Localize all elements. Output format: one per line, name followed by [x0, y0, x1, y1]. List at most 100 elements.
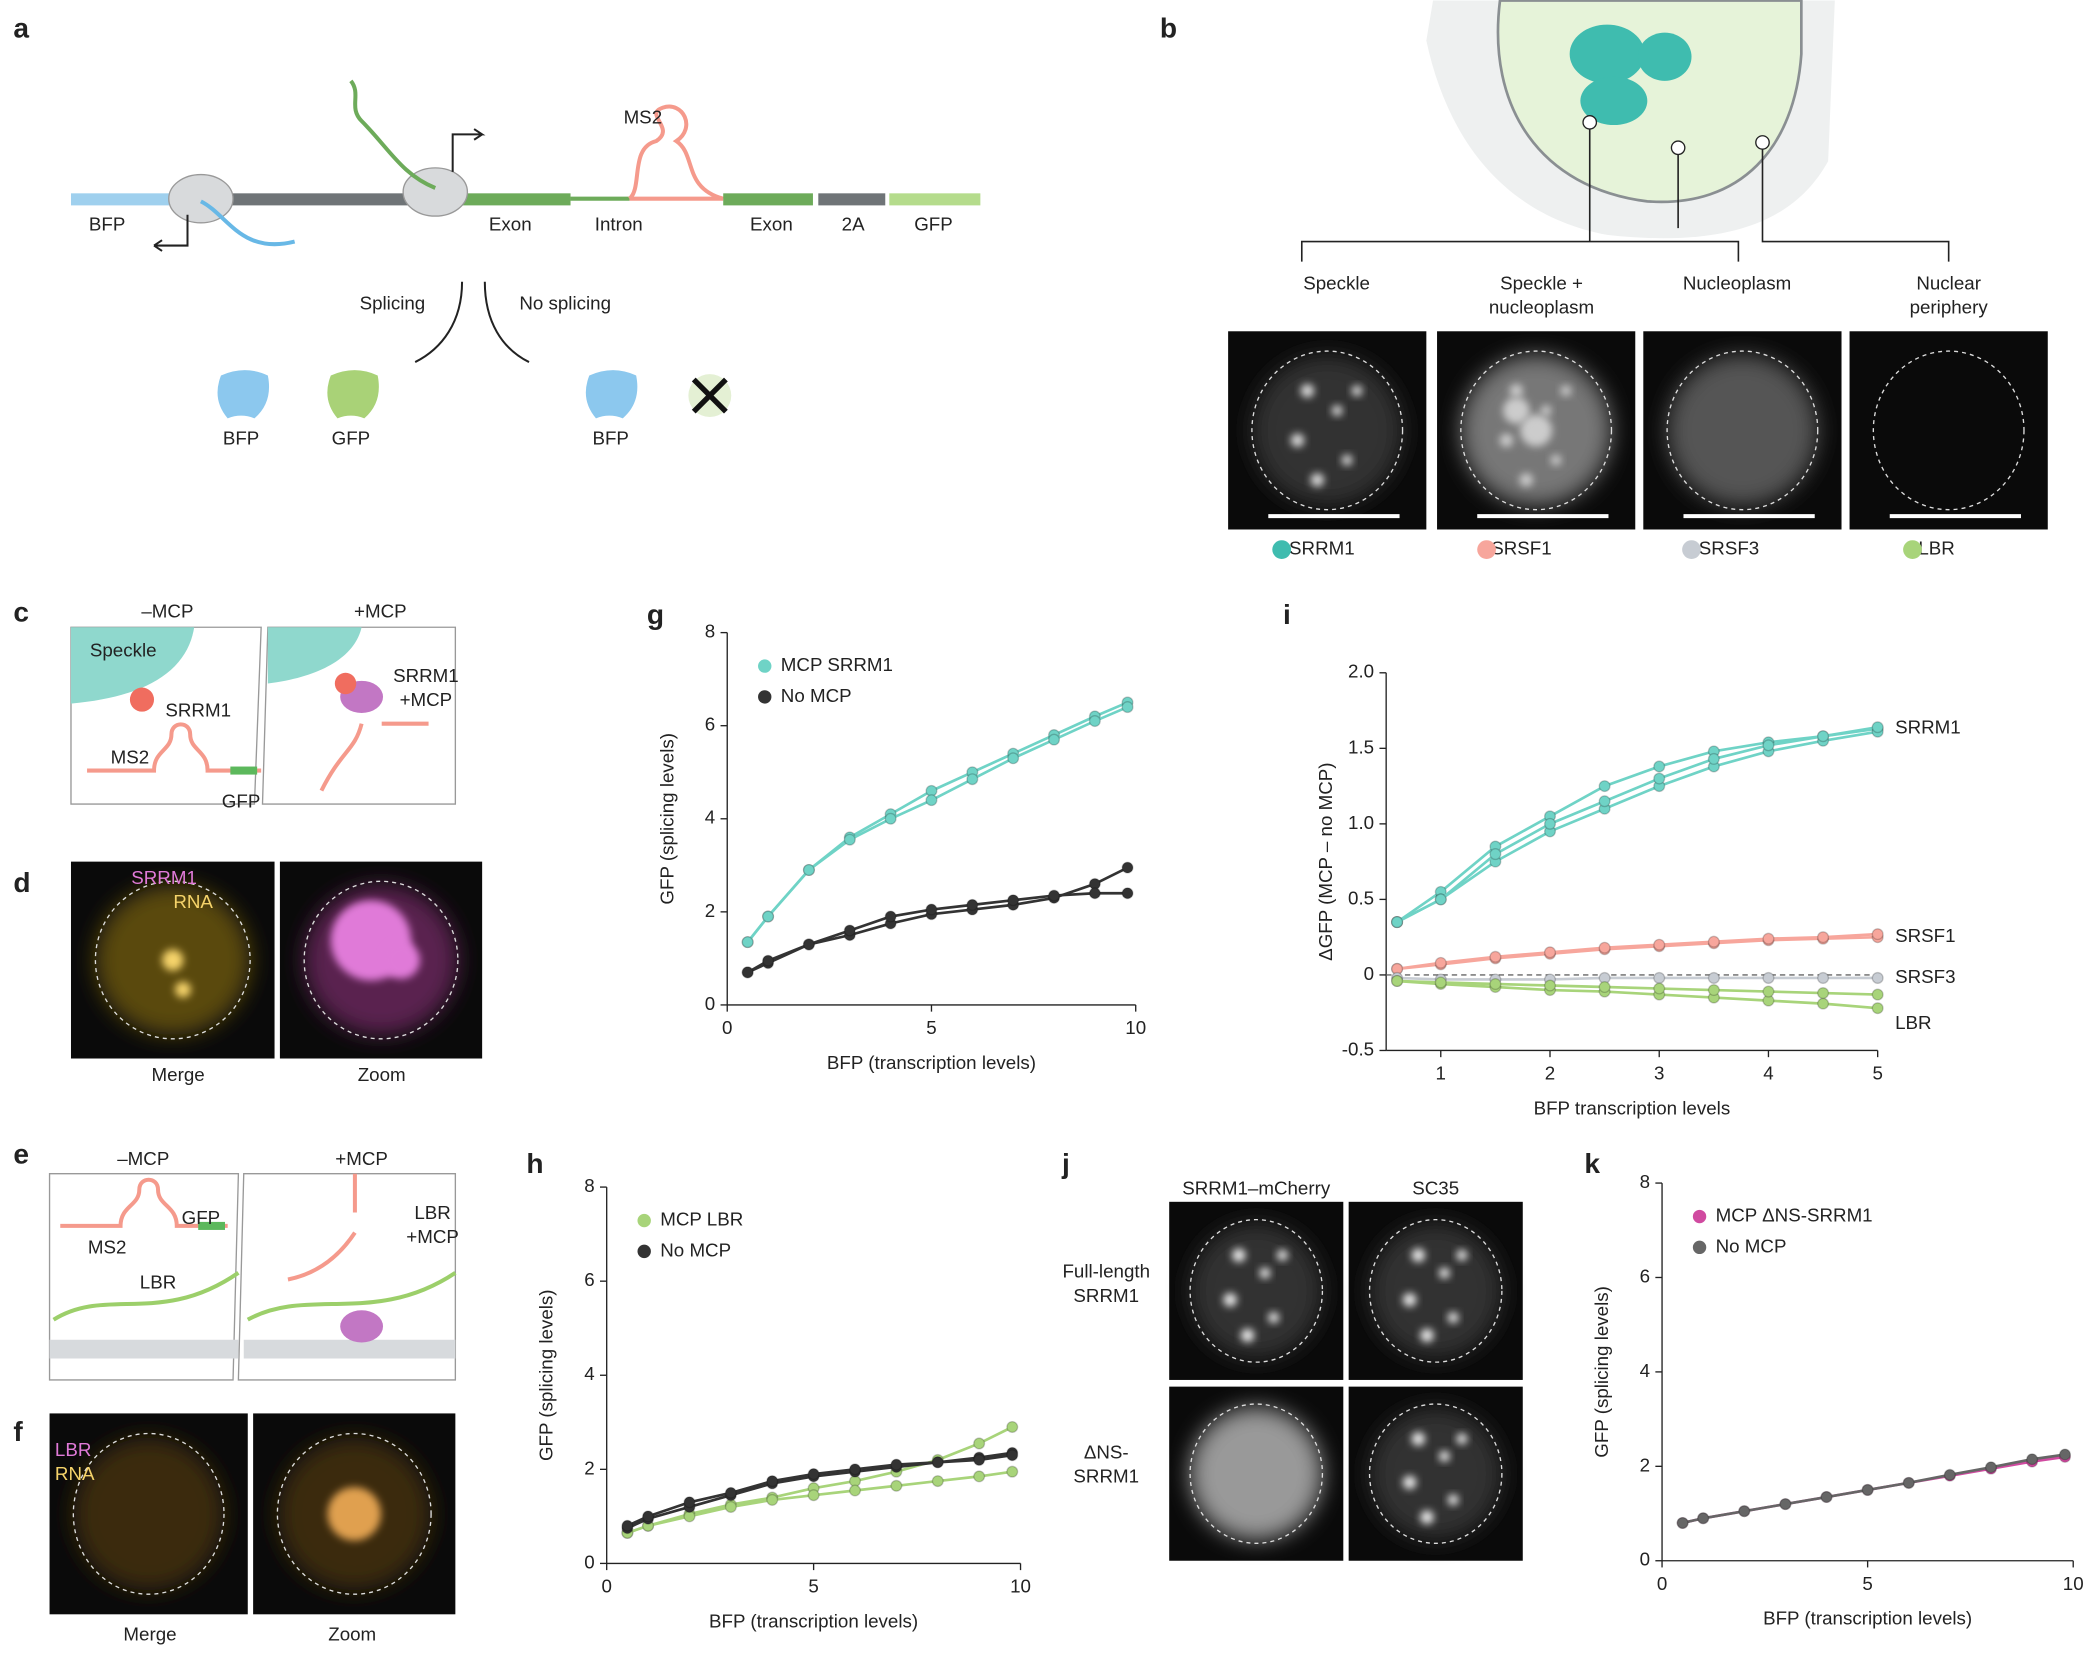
x-tick-label: 1: [1436, 1063, 1446, 1084]
series-line: [1396, 979, 1878, 1010]
y-tick-label: 8: [705, 621, 715, 642]
point: [884, 812, 897, 825]
c-label: +MCP: [400, 689, 453, 710]
series-label: SRSF3: [1895, 966, 1955, 987]
point: [843, 924, 856, 937]
panel-letter: d: [13, 867, 30, 898]
point: [1762, 985, 1775, 998]
x-tick-label: 5: [808, 1575, 818, 1596]
spot: [1341, 454, 1353, 466]
spot: [1268, 1312, 1280, 1323]
x-tick-label: 3: [1654, 1063, 1664, 1084]
legend-marker: [758, 659, 772, 673]
spot: [1520, 414, 1553, 447]
point: [1489, 977, 1502, 991]
point: [1598, 795, 1611, 808]
outline: [1251, 350, 1404, 511]
y-tick-label: 6: [584, 1269, 594, 1290]
x-axis-label: BFP (transcription levels): [827, 1052, 1036, 1073]
b-label: SRRM1: [1289, 538, 1355, 559]
spot: [327, 1487, 382, 1541]
point: [1984, 1461, 1998, 1474]
c-label: SRRM1: [165, 700, 231, 721]
point: [1489, 848, 1502, 861]
point: [1738, 1505, 1751, 1518]
b-label: SRSF1: [1491, 538, 1551, 559]
j-label: SC35: [1412, 1178, 1459, 1199]
legend-dot: [1477, 540, 1496, 559]
series-line: [747, 866, 1129, 974]
b-label: periphery: [1910, 296, 1989, 317]
spot: [1402, 1475, 1417, 1490]
e-label: LBR: [414, 1202, 450, 1223]
panel-letter: c: [13, 596, 29, 627]
legend-label: No MCP: [781, 685, 852, 706]
y-axis-label: GFP (splicing levels): [536, 1289, 557, 1461]
point: [2026, 1453, 2039, 1466]
x-tick-label: 5: [926, 1017, 936, 1038]
panel-letter: b: [1160, 12, 1177, 43]
series-line: [1396, 932, 1878, 971]
b-label: SRSF3: [1699, 538, 1759, 559]
y-axis-label: GFP (splicing levels): [1591, 1286, 1612, 1458]
outline: [1368, 1218, 1503, 1363]
d-label: SRRM1: [131, 867, 197, 888]
spot: [1351, 385, 1363, 397]
micrographs: [49, 331, 2048, 1615]
f-label: RNA: [55, 1463, 95, 1484]
y-tick-label: 2: [584, 1457, 594, 1478]
spot: [1550, 454, 1562, 466]
a-label: GFP: [914, 213, 953, 234]
point: [1088, 887, 1101, 900]
e-label: MS2: [88, 1237, 127, 1258]
point: [884, 910, 897, 923]
legend-label: No MCP: [1716, 1235, 1787, 1256]
series-label: SRSF1: [1895, 925, 1955, 946]
spot: [1402, 1293, 1417, 1307]
point: [762, 910, 775, 923]
point: [1047, 889, 1061, 902]
point: [1434, 956, 1447, 969]
outline: [1368, 1403, 1503, 1544]
point: [741, 936, 754, 949]
series-line: [1396, 725, 1878, 924]
point: [621, 1519, 634, 1532]
point: [1543, 946, 1557, 959]
legend-label: MCP SRRM1: [781, 654, 893, 675]
point: [890, 1458, 903, 1471]
a-label: GFP: [332, 428, 371, 449]
b-label: Speckle +: [1500, 272, 1583, 293]
outline: [1460, 350, 1613, 511]
point: [1871, 1002, 1884, 1015]
outline: [1666, 350, 1819, 511]
point: [925, 794, 938, 807]
y-tick-label: 1.0: [1348, 812, 1374, 833]
point: [766, 1493, 779, 1506]
a-label: MS2: [624, 106, 663, 127]
spot: [1223, 1293, 1237, 1307]
e-label: +MCP: [335, 1148, 388, 1169]
x-tick-label: 5: [1862, 1573, 1872, 1594]
legend-marker: [1692, 1240, 1707, 1255]
outline: [303, 880, 459, 1040]
point: [1391, 974, 1404, 988]
point: [1762, 739, 1775, 752]
f-label: Zoom: [328, 1624, 376, 1645]
point: [848, 1484, 862, 1497]
point: [966, 773, 979, 786]
point: [1707, 984, 1720, 997]
legend-marker: [1692, 1209, 1707, 1224]
point: [1007, 894, 1020, 907]
y-tick-label: 0.5: [1348, 887, 1374, 908]
spot: [1519, 473, 1533, 487]
x-axis-label: BFP (transcription levels): [1763, 1608, 1972, 1629]
a-label: Exon: [750, 213, 793, 234]
y-tick-label: 0: [1640, 1549, 1650, 1570]
micrograph: [1849, 331, 2048, 530]
point: [1779, 1498, 1792, 1511]
spot: [1331, 405, 1343, 416]
y-axis-label: GFP (splicing levels): [656, 733, 677, 905]
point: [1871, 971, 1884, 984]
series-line: [746, 701, 1129, 943]
panel-letter: j: [1061, 1148, 1070, 1179]
